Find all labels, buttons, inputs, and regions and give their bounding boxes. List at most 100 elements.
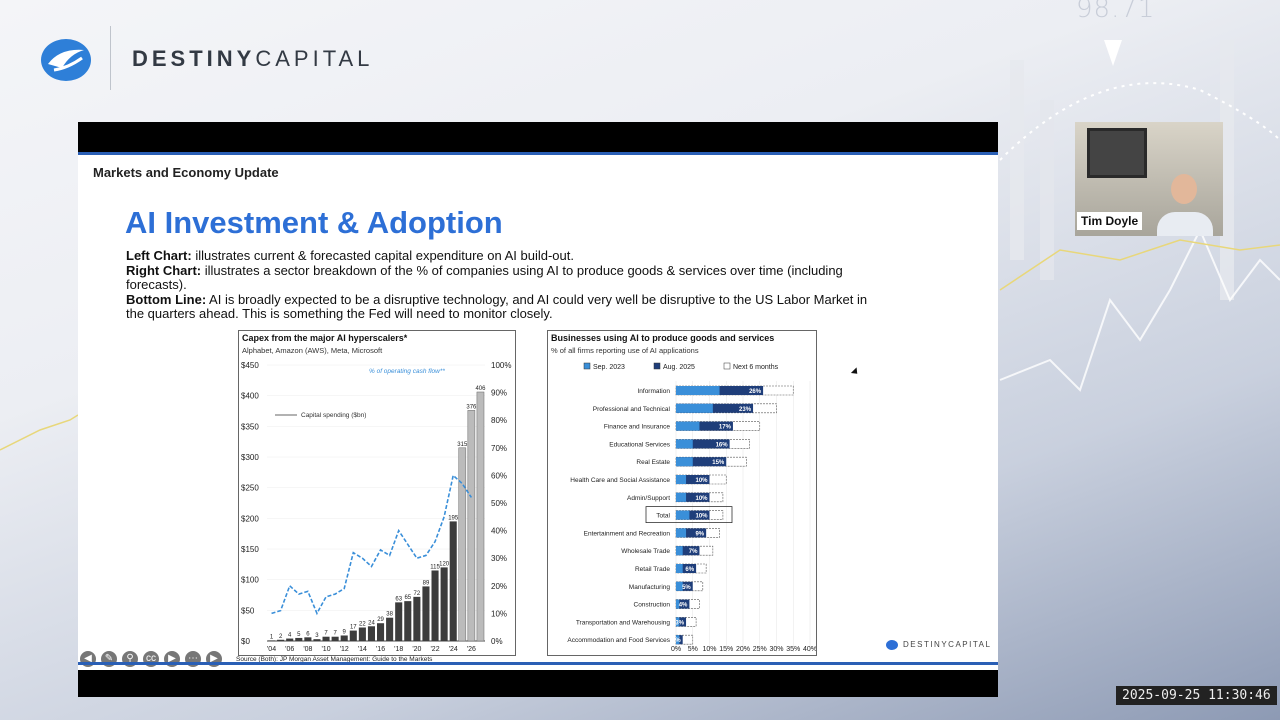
timestamp: 2025-09-25 11:30:46: [1116, 686, 1277, 705]
x-tick-label: '16: [376, 646, 385, 653]
slide-logo: DESTINYCAPITAL: [886, 640, 991, 650]
category-label: Professional and Technical: [593, 406, 671, 413]
capex-bar-label: 315: [457, 442, 468, 448]
aug-2025-bar: [676, 421, 733, 431]
y2-tick-label: 30%: [491, 554, 507, 563]
x-tick-label: '18: [394, 646, 403, 653]
capex-bar-label: 3: [315, 633, 319, 639]
aug-2025-bar: [676, 475, 710, 484]
capex-bar-label: 195: [448, 515, 459, 521]
sep-2023-bar: [676, 510, 690, 520]
x-tick-label: '22: [430, 646, 439, 653]
brand-name: DESTINYCAPITAL: [132, 46, 374, 71]
category-label: Accommodation and Food Services: [567, 637, 670, 644]
legend-label: Aug. 2025: [663, 364, 695, 371]
capex-bar: [349, 630, 357, 641]
capex-bar: [467, 410, 476, 642]
x-tick-label: '14: [358, 646, 367, 653]
capex-bar: [440, 567, 448, 641]
capex-bar: [286, 638, 294, 641]
destiny-logo-icon: [40, 38, 92, 82]
aug-2025-value-label: 2%: [672, 638, 681, 644]
presenter-body: [1157, 212, 1213, 236]
legend-capital: Capital spending ($bn): [301, 412, 366, 419]
aug-2025-bar: [676, 439, 730, 449]
sep-2023-bar: [676, 581, 683, 591]
sep-2023-bar: [676, 475, 687, 484]
capex-bar: [295, 637, 303, 641]
presentation-viewer: Markets and Economy Update AI Investment…: [78, 122, 998, 697]
sep-2023-bar: [676, 617, 680, 627]
category-label: Finance and Insurance: [604, 424, 671, 431]
aug-2025-value-label: 10%: [695, 514, 708, 520]
y-tick-label: $100: [241, 576, 259, 585]
x-tick-label: 30%: [769, 646, 783, 653]
capex-bar: [395, 602, 403, 641]
aug-2025-bar: [676, 403, 754, 413]
aug-2025-value-label: 3%: [675, 620, 684, 626]
capex-bar-label: 72: [414, 591, 421, 597]
capex-bar-label: 65: [404, 595, 411, 601]
aug-2025-value-label: 6%: [685, 567, 694, 573]
slide-body: Left Chart: illustrates current & foreca…: [126, 248, 868, 321]
aug-2025-bar: [676, 599, 690, 609]
presenter-name: Tim Doyle: [1077, 212, 1143, 230]
y2-tick-label: 90%: [491, 389, 507, 398]
capex-bar-label: 6: [306, 631, 310, 637]
capex-bar-label: 63: [395, 596, 402, 602]
wall-picture: [1087, 128, 1147, 178]
capex-chart-subtitle: Alphabet, Amazon (AWS), Meta, Microsoft: [242, 346, 383, 355]
capex-bar: [331, 636, 339, 641]
source-note: Source (Both): JP Morgan Asset Managemen…: [236, 656, 433, 663]
x-tick-label: 20%: [736, 646, 750, 653]
capex-bar-label: 38: [386, 612, 393, 618]
sep-2023-bar: [676, 457, 693, 467]
y2-tick-label: 80%: [491, 416, 507, 425]
x-tick-label: 40%: [803, 646, 816, 653]
aug-2025-value-label: 23%: [739, 407, 752, 413]
aug-2025-bar: [676, 457, 727, 467]
presenter-video: Tim Doyle: [1075, 122, 1223, 236]
capex-bar: [313, 639, 321, 641]
y-tick-label: $250: [241, 484, 259, 493]
capex-bar-label: 120: [439, 561, 450, 567]
x-tick-label: '06: [285, 646, 294, 653]
aug-2025-value-label: 10%: [695, 478, 708, 484]
capex-bar: [449, 521, 457, 641]
y-tick-label: $0: [241, 637, 250, 646]
sep-2023-bar: [676, 492, 687, 502]
capex-bar: [431, 570, 439, 641]
sep-2023-bar: [676, 403, 713, 413]
capex-bar-label: 29: [377, 617, 384, 623]
y-tick-label: $200: [241, 514, 259, 523]
x-tick-label: '04: [267, 646, 276, 653]
capex-bar: [404, 601, 412, 641]
category-label: Construction: [634, 602, 671, 609]
legend-label: Sep. 2023: [593, 364, 625, 371]
y-tick-label: $350: [241, 422, 259, 431]
y-tick-label: $300: [241, 453, 259, 462]
capex-bar: [367, 626, 375, 641]
y2-tick-label: 40%: [491, 527, 507, 536]
capex-bar-label: 17: [350, 625, 357, 631]
total-highlight-box: [645, 506, 733, 524]
capex-bar-label: 2: [279, 634, 283, 640]
capex-bar: [358, 627, 366, 641]
category-label: Real Estate: [636, 459, 670, 466]
category-label: Entertainment and Recreation: [584, 530, 671, 537]
ai-adoption-chart-title: Businesses using AI to produce goods and…: [551, 333, 775, 343]
x-tick-label: '24: [449, 646, 458, 653]
aug-2025-value-label: 16%: [716, 442, 729, 448]
capex-chart: Capex from the major AI hyperscalers* Al…: [238, 330, 516, 656]
capex-bar: [340, 635, 348, 641]
category-label: Admin/Support: [627, 495, 670, 502]
y2-tick-label: 70%: [491, 444, 507, 453]
sep-2023-bar: [676, 635, 680, 645]
y2-tick-label: 50%: [491, 499, 507, 508]
cash-flow-line: [271, 473, 473, 616]
capex-bar: [377, 623, 385, 641]
ticker-value: 98.71: [1076, 0, 1156, 24]
aug-2025-value-label: 17%: [719, 425, 732, 431]
aug-2025-value-label: 5%: [682, 585, 691, 591]
